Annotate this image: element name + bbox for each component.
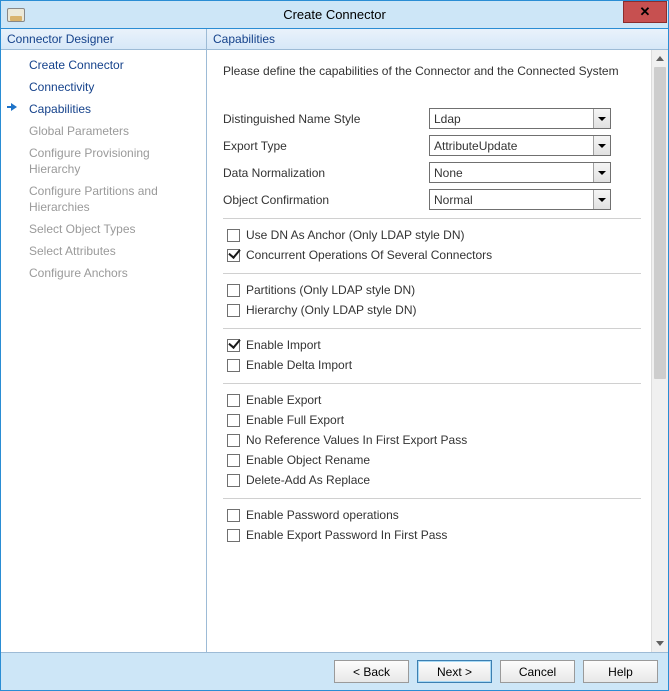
sidebar-header: Connector Designer: [1, 29, 206, 50]
checkbox-groups: Use DN As Anchor (Only LDAP style DN) Con…: [223, 218, 641, 545]
separator: [223, 218, 641, 219]
form-row-2: Data Normalization None: [223, 162, 641, 183]
checkbox-row-0-1[interactable]: Concurrent Operations Of Several Connect…: [223, 245, 641, 265]
checkbox-row-3-1[interactable]: Enable Full Export: [223, 410, 641, 430]
checkbox-row-3-4[interactable]: Delete-Add As Replace: [223, 470, 641, 490]
checkbox[interactable]: [227, 454, 240, 467]
window-title: Create Connector: [1, 7, 668, 22]
checkbox-row-2-0[interactable]: Enable Import: [223, 335, 641, 355]
checkbox-row-3-0[interactable]: Enable Export: [223, 390, 641, 410]
checkbox-row-2-1[interactable]: Enable Delta Import: [223, 355, 641, 375]
chevron-up-icon: [656, 56, 664, 61]
form-row-0: Distinguished Name Style Ldap: [223, 108, 641, 129]
sidebar-item-4: Configure Provisioning Hierarchy: [1, 142, 206, 180]
checkbox-row-1-0[interactable]: Partitions (Only LDAP style DN): [223, 280, 641, 300]
checkbox[interactable]: [227, 414, 240, 427]
checkbox[interactable]: [227, 284, 240, 297]
checkbox-label: No Reference Values In First Export Pass: [246, 433, 467, 447]
scroll-thumb[interactable]: [654, 67, 666, 379]
checkbox[interactable]: [227, 394, 240, 407]
checkbox-label: Partitions (Only LDAP style DN): [246, 283, 415, 297]
sidebar-item-1[interactable]: Connectivity: [1, 76, 206, 98]
main-area: Connector Designer Create ConnectorConne…: [1, 29, 668, 652]
select-0[interactable]: Ldap: [429, 108, 611, 129]
sidebar-item-0[interactable]: Create Connector: [1, 54, 206, 76]
form-row-3: Object Confirmation Normal: [223, 189, 641, 210]
titlebar: Create Connector ✕: [1, 1, 668, 29]
content-panel: Capabilities Please define the capabilit…: [207, 29, 668, 652]
form-label-3: Object Confirmation: [223, 193, 429, 207]
checkbox[interactable]: [227, 249, 240, 262]
scroll-down-button[interactable]: [652, 635, 668, 652]
cancel-button[interactable]: Cancel: [500, 660, 575, 683]
select-2[interactable]: None: [429, 162, 611, 183]
checkbox-label: Enable Object Rename: [246, 453, 370, 467]
dropdown-icon: [593, 163, 610, 182]
checkbox-row-3-3[interactable]: Enable Object Rename: [223, 450, 641, 470]
separator: [223, 273, 641, 274]
checkbox-row-3-2[interactable]: No Reference Values In First Export Pass: [223, 430, 641, 450]
instruction-text: Please define the capabilities of the Co…: [223, 64, 641, 78]
select-value-3: Normal: [434, 193, 473, 207]
checkbox-label: Hierarchy (Only LDAP style DN): [246, 303, 416, 317]
help-button[interactable]: Help: [583, 660, 658, 683]
vertical-scrollbar[interactable]: [651, 50, 668, 652]
sidebar-list: Create ConnectorConnectivityCapabilities…: [1, 50, 206, 652]
sidebar: Connector Designer Create ConnectorConne…: [1, 29, 207, 652]
checkbox[interactable]: [227, 359, 240, 372]
checkbox[interactable]: [227, 434, 240, 447]
checkbox-label: Use DN As Anchor (Only LDAP style DN): [246, 228, 465, 242]
checkbox-row-4-0[interactable]: Enable Password operations: [223, 505, 641, 525]
select-3[interactable]: Normal: [429, 189, 611, 210]
form-label-2: Data Normalization: [223, 166, 429, 180]
checkbox[interactable]: [227, 474, 240, 487]
separator: [223, 328, 641, 329]
dropdown-icon: [593, 136, 610, 155]
dropdown-icon: [593, 109, 610, 128]
checkbox-label: Enable Export: [246, 393, 321, 407]
checkbox[interactable]: [227, 304, 240, 317]
checkbox[interactable]: [227, 529, 240, 542]
button-bar: < Back Next > Cancel Help: [1, 652, 668, 690]
form-label-0: Distinguished Name Style: [223, 112, 429, 126]
dropdown-icon: [593, 190, 610, 209]
sidebar-item-7: Select Attributes: [1, 240, 206, 262]
sidebar-item-6: Select Object Types: [1, 218, 206, 240]
sidebar-item-3: Global Parameters: [1, 120, 206, 142]
select-rows: Distinguished Name Style Ldap Export Type A…: [223, 108, 641, 210]
checkbox[interactable]: [227, 509, 240, 522]
checkbox-label: Enable Export Password In First Pass: [246, 528, 447, 542]
checkbox-label: Enable Password operations: [246, 508, 399, 522]
checkbox-label: Enable Full Export: [246, 413, 344, 427]
select-value-1: AttributeUpdate: [434, 139, 517, 153]
separator: [223, 498, 641, 499]
scroll-up-button[interactable]: [652, 50, 668, 67]
separator: [223, 383, 641, 384]
content-header: Capabilities: [207, 29, 668, 50]
scroll-track[interactable]: [652, 67, 668, 635]
content-body: Please define the capabilities of the Co…: [207, 50, 651, 652]
dialog-window: Create Connector ✕ Connector Designer Cr…: [0, 0, 669, 691]
sidebar-item-2[interactable]: Capabilities: [1, 98, 206, 120]
select-1[interactable]: AttributeUpdate: [429, 135, 611, 156]
sidebar-item-8: Configure Anchors: [1, 262, 206, 284]
content-body-wrap: Please define the capabilities of the Co…: [207, 50, 668, 652]
checkbox-row-0-0[interactable]: Use DN As Anchor (Only LDAP style DN): [223, 225, 641, 245]
chevron-down-icon: [656, 641, 664, 646]
checkbox[interactable]: [227, 339, 240, 352]
checkbox-label: Enable Import: [246, 338, 321, 352]
checkbox[interactable]: [227, 229, 240, 242]
form-row-1: Export Type AttributeUpdate: [223, 135, 641, 156]
checkbox-label: Enable Delta Import: [246, 358, 352, 372]
back-button[interactable]: < Back: [334, 660, 409, 683]
select-value-0: Ldap: [434, 112, 461, 126]
checkbox-label: Delete-Add As Replace: [246, 473, 370, 487]
checkbox-row-1-1[interactable]: Hierarchy (Only LDAP style DN): [223, 300, 641, 320]
next-button[interactable]: Next >: [417, 660, 492, 683]
sidebar-item-5: Configure Partitions and Hierarchies: [1, 180, 206, 218]
checkbox-label: Concurrent Operations Of Several Connect…: [246, 248, 492, 262]
checkbox-row-4-1[interactable]: Enable Export Password In First Pass: [223, 525, 641, 545]
select-value-2: None: [434, 166, 463, 180]
form-label-1: Export Type: [223, 139, 429, 153]
